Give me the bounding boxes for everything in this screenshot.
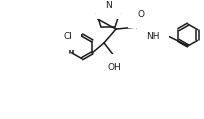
Text: N: N xyxy=(105,1,111,10)
Text: Cl: Cl xyxy=(64,32,72,40)
Text: OH: OH xyxy=(107,63,121,72)
Text: O: O xyxy=(137,10,144,19)
Text: NH: NH xyxy=(146,32,160,40)
